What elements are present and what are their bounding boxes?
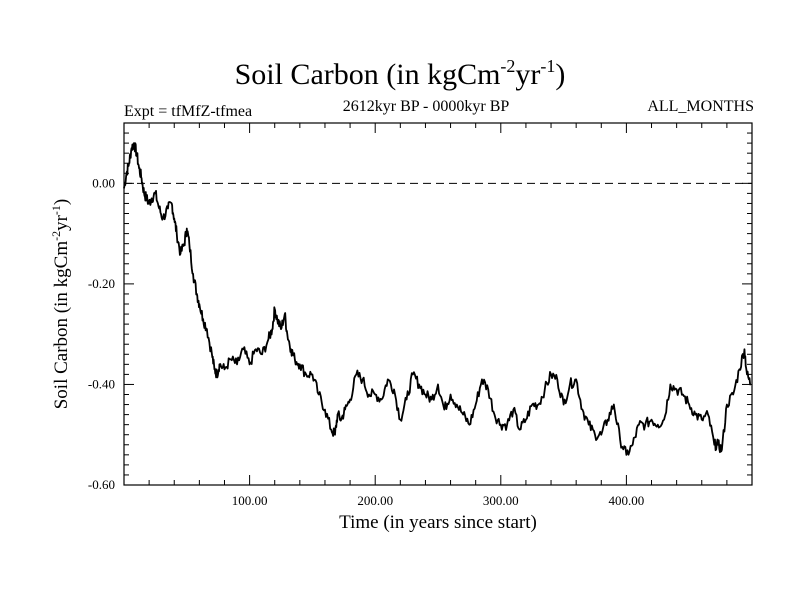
chart-title-close: ) bbox=[555, 58, 566, 91]
x-tick-label: 100.00 bbox=[232, 493, 268, 508]
experiment-label: Expt = tfMfZ-tfmea bbox=[124, 103, 253, 120]
chart-title-exponent-2: -1 bbox=[540, 56, 556, 76]
months-label: ALL_MONTHS bbox=[647, 98, 754, 115]
y-tick-label: -0.20 bbox=[88, 276, 115, 291]
series-line-soil-carbon bbox=[123, 142, 752, 456]
x-axis-label: Time (in years since start) bbox=[339, 512, 537, 533]
chart-title-unit: yr bbox=[515, 58, 541, 91]
y-tick-label: 0.00 bbox=[92, 175, 115, 190]
period-label: 2612kyr BP - 0000kyr BP bbox=[342, 98, 510, 115]
chart-title: Soil Carbon (in kgCm-2yr-1) bbox=[0, 56, 800, 92]
chart-title-text: Soil Carbon (in kgCm bbox=[234, 58, 501, 91]
x-tick-label: 200.00 bbox=[357, 493, 393, 508]
chart-title-exponent-1: -2 bbox=[500, 56, 516, 76]
plot-frame bbox=[123, 122, 753, 486]
x-tick-label: 400.00 bbox=[609, 493, 645, 508]
y-tick-label: -0.60 bbox=[88, 477, 115, 492]
y-tick-label: -0.40 bbox=[88, 376, 115, 391]
x-tick-label: 300.00 bbox=[483, 493, 519, 508]
